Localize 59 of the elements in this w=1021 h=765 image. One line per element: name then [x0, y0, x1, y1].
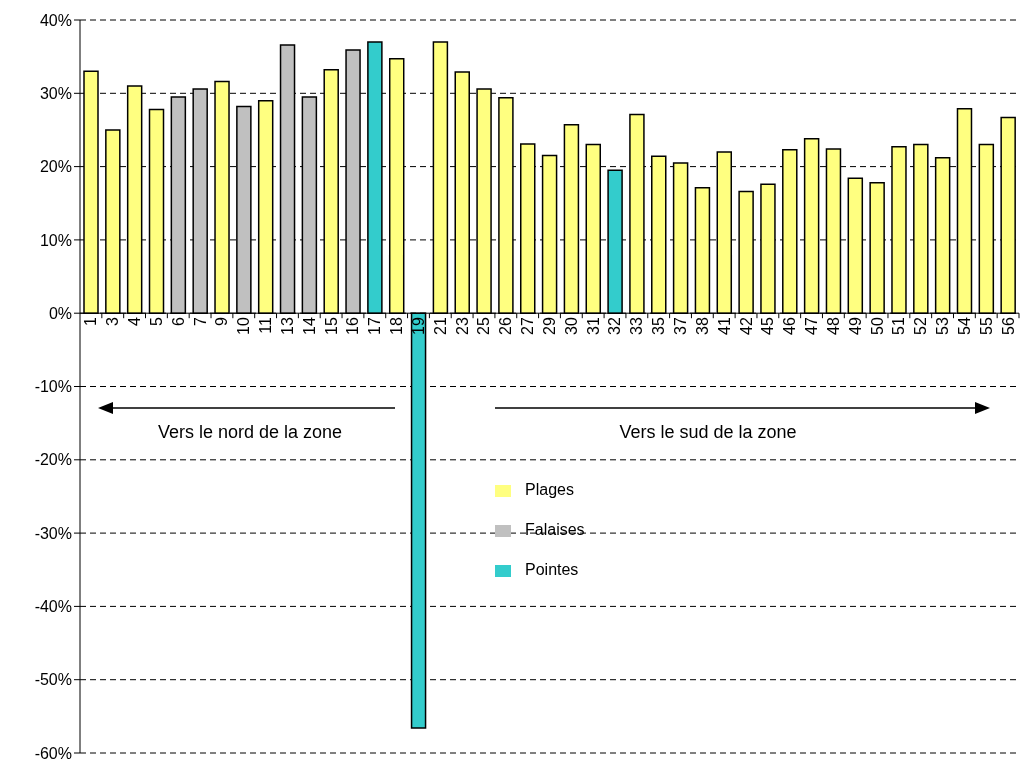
- y-tick-label: 0%: [48, 304, 72, 322]
- legend-label: Pointes: [525, 561, 579, 578]
- x-tick-label: 26: [497, 317, 515, 335]
- x-tick-label: 32: [606, 317, 624, 335]
- x-tick-label: 11: [257, 317, 275, 334]
- x-tick-label: 51: [890, 317, 908, 335]
- annotation: Vers le nord de la zone: [156, 422, 344, 443]
- x-tick-label: 18: [388, 317, 406, 335]
- x-tick-label: 29: [541, 317, 558, 335]
- x-tick-label: 4: [126, 317, 144, 327]
- x-tick-label: 42: [737, 317, 755, 335]
- x-tick-label: 7: [191, 317, 209, 327]
- y-tick-label: -40%: [34, 598, 72, 616]
- x-tick-label: 48: [824, 317, 842, 335]
- y-tick-label: 40%: [39, 11, 72, 29]
- x-tick-label: 33: [628, 317, 646, 335]
- annotation: Vers le sud de la zone: [618, 422, 798, 443]
- x-tick-label: 53: [934, 317, 952, 335]
- x-tick-label: 35: [650, 317, 668, 335]
- x-tick-label: 1: [82, 317, 100, 327]
- legend-label: Plages: [525, 481, 574, 498]
- x-tick-label: 25: [475, 317, 493, 335]
- x-tick-label: 9: [213, 317, 231, 327]
- x-tick-label: 31: [584, 317, 602, 335]
- x-tick-label: 15: [322, 317, 340, 335]
- x-tick-label: 27: [519, 317, 537, 335]
- x-tick-label: 30: [562, 317, 580, 335]
- x-tick-label: 37: [672, 317, 690, 335]
- x-tick-label: 55: [977, 317, 995, 335]
- x-tick-label: 46: [781, 317, 799, 335]
- y-tick-label: -50%: [34, 671, 72, 689]
- y-tick-label: -20%: [34, 451, 72, 469]
- y-tick-label: -60%: [34, 744, 72, 762]
- x-tick-label: 6: [169, 317, 187, 327]
- legend-label: Falaises: [525, 521, 585, 538]
- x-tick-label: 38: [693, 317, 711, 335]
- x-tick-label: 49: [846, 317, 864, 335]
- x-tick-label: 56: [999, 317, 1017, 335]
- x-tick-label: 23: [453, 317, 471, 335]
- x-tick-label: 19: [409, 317, 427, 335]
- y-tick-label: 10%: [39, 231, 72, 249]
- x-tick-label: 50: [868, 317, 886, 335]
- x-tick-label: 5: [147, 317, 165, 327]
- y-tick-label: 20%: [39, 158, 72, 176]
- x-tick-label: 13: [278, 317, 296, 335]
- x-tick-label: 3: [104, 317, 122, 327]
- y-tick-label: 30%: [39, 84, 72, 102]
- y-tick-label: -30%: [34, 524, 72, 542]
- x-tick-label: 17: [366, 317, 384, 335]
- x-tick-label: 16: [344, 317, 362, 335]
- x-tick-label: 47: [803, 317, 821, 335]
- x-tick-label: 52: [912, 317, 930, 335]
- x-tick-label: 21: [431, 317, 449, 335]
- x-tick-label: 10: [235, 317, 253, 335]
- x-tick-label: 14: [300, 317, 318, 335]
- x-tick-label: 54: [955, 317, 973, 335]
- x-tick-label: 41: [715, 317, 733, 335]
- x-tick-label: 45: [759, 317, 777, 335]
- y-tick-label: -10%: [34, 378, 72, 396]
